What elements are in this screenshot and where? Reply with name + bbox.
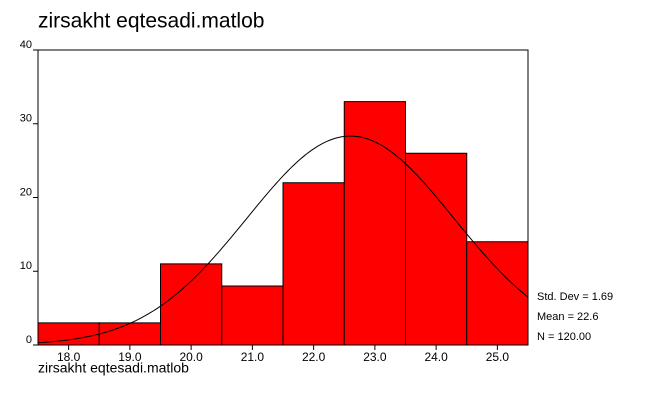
y-tick-label: 20 bbox=[20, 186, 32, 198]
bar bbox=[160, 263, 223, 346]
x-tick-label: 24.0 bbox=[424, 350, 448, 364]
n-label: N = 120.00 bbox=[537, 331, 591, 343]
bar bbox=[98, 322, 161, 346]
std-dev-label: Std. Dev = 1.69 bbox=[537, 291, 613, 303]
chart-title: zirsakht eqtesadi.matlob bbox=[38, 10, 264, 33]
x-tick-label: 19.0 bbox=[118, 350, 142, 364]
bar bbox=[343, 101, 406, 346]
x-tick-label: 20.0 bbox=[179, 350, 203, 364]
y-tick-label: 10 bbox=[20, 260, 32, 272]
y-tick-label: 30 bbox=[20, 113, 32, 125]
x-tick-label: 25.0 bbox=[486, 350, 510, 364]
bar bbox=[221, 285, 284, 346]
normal-curve bbox=[37, 135, 529, 344]
x-axis-label: zirsakht eqtesadi.matlob bbox=[38, 360, 189, 376]
bar bbox=[282, 182, 345, 346]
x-tick-label: 18.0 bbox=[57, 350, 81, 364]
x-tick-label: 21.0 bbox=[241, 350, 265, 364]
mean-label: Mean = 22.6 bbox=[537, 311, 598, 323]
y-tick-label: 0 bbox=[26, 334, 32, 346]
x-tick-label: 22.0 bbox=[302, 350, 326, 364]
bar bbox=[466, 241, 529, 346]
y-tick-label: 40 bbox=[20, 39, 32, 51]
plot-frame bbox=[37, 49, 529, 346]
bar bbox=[405, 152, 468, 346]
x-tick-label: 23.0 bbox=[363, 350, 387, 364]
